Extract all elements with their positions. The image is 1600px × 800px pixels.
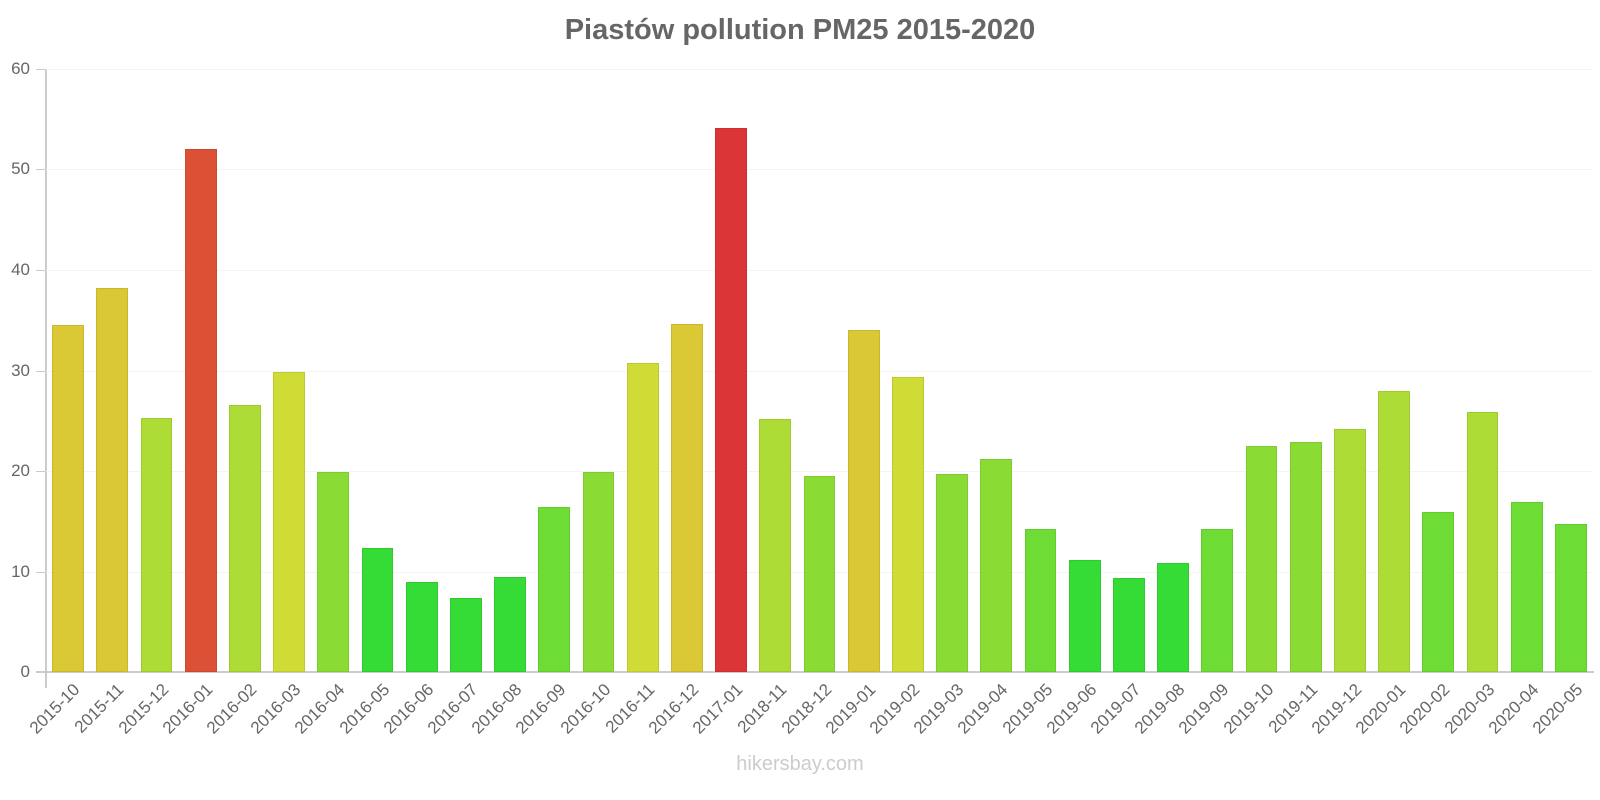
gridline [46, 270, 1593, 271]
y-tick-label: 10 [11, 562, 30, 581]
bar-2016-07[interactable] [449, 597, 482, 672]
bar-2019-12[interactable] [1333, 428, 1366, 672]
bar-2019-04[interactable] [980, 458, 1013, 672]
bar-2015-12[interactable] [140, 417, 173, 672]
bar-2015-11[interactable] [96, 288, 129, 672]
y-tick-mark [36, 69, 46, 70]
bar-2019-09[interactable] [1201, 529, 1234, 672]
y-axis [45, 69, 47, 688]
y-tick-mark [36, 371, 46, 372]
bar-2018-11[interactable] [759, 418, 792, 672]
bar-2016-03[interactable] [273, 371, 305, 672]
bar-2016-05[interactable] [361, 548, 394, 672]
bar-2016-04[interactable] [317, 472, 350, 672]
bar-2016-06[interactable] [405, 581, 438, 672]
y-tick-label: 20 [11, 461, 30, 480]
bar-2019-03[interactable] [936, 474, 968, 672]
bar-2020-02[interactable] [1422, 512, 1455, 672]
bar-2019-06[interactable] [1068, 560, 1101, 672]
bar-2016-11[interactable] [626, 363, 659, 672]
bar-2020-03[interactable] [1466, 411, 1499, 672]
bar-2016-08[interactable] [494, 576, 526, 672]
bar-2020-01[interactable] [1378, 390, 1410, 672]
gridline [46, 371, 1593, 372]
bar-2019-08[interactable] [1157, 563, 1189, 672]
bar-2018-12[interactable] [803, 476, 836, 672]
chart-title: Piastów pollution PM25 2015-2020 [564, 14, 1036, 46]
y-tick-label: 50 [11, 159, 30, 178]
y-tick-mark [36, 672, 46, 673]
y-tick-label: 30 [11, 361, 30, 380]
gridline [46, 471, 1593, 472]
bar-2019-01[interactable] [847, 330, 880, 672]
bar-2019-02[interactable] [891, 376, 924, 672]
bar-2016-02[interactable] [228, 404, 261, 672]
bar-2017-01[interactable] [715, 128, 747, 672]
bar-2020-05[interactable] [1554, 524, 1587, 672]
bar-2015-10[interactable] [52, 325, 84, 672]
y-tick-mark [36, 572, 46, 573]
bar-2016-10[interactable] [582, 472, 615, 672]
bar-2019-05[interactable] [1024, 529, 1057, 672]
y-tick-mark [36, 270, 46, 271]
bar-2016-09[interactable] [538, 507, 571, 672]
y-tick-label: 60 [11, 59, 30, 78]
watermark: hikersbay.com [736, 753, 864, 775]
bar-2019-11[interactable] [1289, 441, 1322, 672]
y-tick-label: 40 [11, 260, 30, 279]
y-tick-mark [36, 169, 46, 170]
bar-2020-04[interactable] [1510, 502, 1543, 672]
x-axis [36, 671, 1594, 673]
gridline [46, 69, 1593, 70]
bar-2016-01[interactable] [184, 149, 217, 672]
bar-2016-12[interactable] [670, 324, 703, 672]
bar-2019-10[interactable] [1245, 445, 1278, 672]
y-tick-mark [36, 471, 46, 472]
bar-2019-07[interactable] [1112, 577, 1145, 672]
gridline [46, 169, 1593, 170]
y-tick-label: 0 [20, 662, 30, 681]
